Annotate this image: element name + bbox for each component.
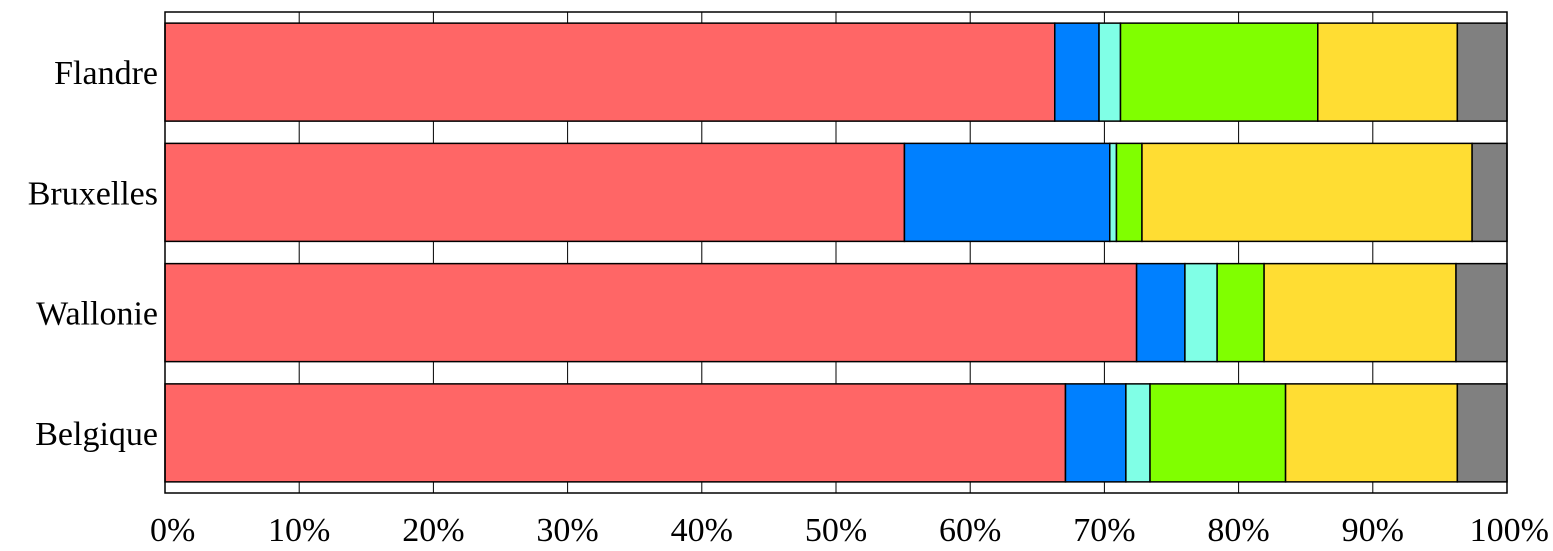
bar-segment: [1098, 22, 1122, 122]
bar-segment: [1317, 22, 1459, 122]
bar-segment: [903, 142, 1111, 243]
bar-segment: [1184, 262, 1218, 363]
x-tick-label: 90%: [1342, 512, 1404, 549]
x-tick-label: 50%: [805, 512, 867, 549]
category-label: Bruxelles: [28, 175, 158, 212]
bar-segment: [1216, 262, 1265, 363]
x-tick-label: 30%: [536, 512, 598, 549]
x-tick-label: 70%: [1073, 512, 1135, 549]
bar-segment: [1456, 22, 1508, 122]
plot-frame: [164, 11, 1508, 494]
bar-segment: [1149, 383, 1287, 483]
bar-segment: [1109, 142, 1118, 243]
bar-segment: [1284, 383, 1459, 483]
category-labels: Flandre Bruxelles Wallonie Belgique: [28, 55, 158, 453]
x-tick-label: 10%: [268, 512, 330, 549]
bar-segment: [1263, 262, 1457, 363]
bar-segment: [1141, 142, 1473, 243]
bar-segment: [1456, 383, 1508, 483]
category-label: Flandre: [54, 55, 158, 92]
x-tick-labels: 0% 10% 20% 30% 40% 50% 60% 70% 80% 90% 100%: [150, 512, 1549, 549]
bar-segment: [164, 142, 906, 243]
bar-segment: [164, 383, 1067, 483]
bar-segment: [1125, 383, 1151, 483]
bar-segment: [1135, 262, 1186, 363]
bar-segment: [1053, 22, 1100, 122]
category-label: Belgique: [35, 416, 158, 453]
x-tick-label: 20%: [402, 512, 464, 549]
bar-segment: [1119, 22, 1319, 122]
x-tick-label: 40%: [671, 512, 733, 549]
bar-segment: [1455, 262, 1508, 363]
x-tick-label: 60%: [939, 512, 1001, 549]
category-label: Wallonie: [36, 296, 158, 333]
bar-segment: [1471, 142, 1508, 243]
x-tick-label: 80%: [1207, 512, 1269, 549]
bar-segment: [164, 262, 1138, 363]
x-tick-label: 100%: [1470, 512, 1549, 549]
x-tick-label: 0%: [150, 512, 195, 549]
bars-group: [164, 22, 1508, 483]
bar-segment: [1115, 142, 1143, 243]
bar-segment: [1064, 383, 1127, 483]
bar-segment: [164, 22, 1056, 122]
